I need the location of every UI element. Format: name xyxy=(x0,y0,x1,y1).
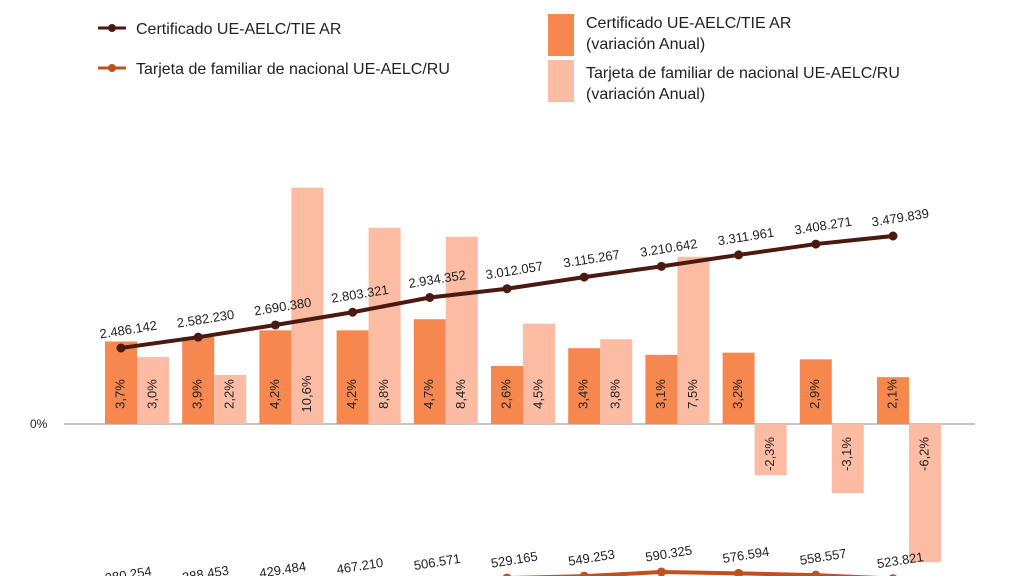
bar-certificado xyxy=(645,354,678,424)
plot-area: 0% 3,7% 3,9% 4,2% 4,2% 4,7% 2,6% 3,4% 3,1% 3,2% 2,… xyxy=(30,187,975,576)
bar-certificado-label: 2,9% xyxy=(807,379,822,409)
bar-tarjeta-label: 3,8% xyxy=(608,379,623,409)
line-tarjeta-point xyxy=(503,573,511,576)
bar-tarjeta xyxy=(445,236,478,424)
bar-tarjeta-label: 8,4% xyxy=(453,379,468,409)
bar-tarjeta xyxy=(754,424,787,476)
bar-certificado xyxy=(413,319,446,424)
legend-line-tarjeta-label: Tarjeta de familiar de nacional UE-AELC/… xyxy=(136,61,450,78)
line-certificado-value-label: 3.408.271 xyxy=(793,214,852,238)
line-certificado-point xyxy=(425,292,435,302)
bar-tarjeta xyxy=(831,424,864,494)
legend-bar-certificado-swatch xyxy=(548,14,574,56)
bar-tarjeta-label: -3,1% xyxy=(839,437,854,471)
line-certificado-value-label: 2.582.230 xyxy=(176,307,235,331)
line-certificado-point xyxy=(656,261,666,271)
line-certificado-point xyxy=(888,231,898,241)
line-certificado-point xyxy=(348,307,358,317)
line-tarjeta-value-label: 549.253 xyxy=(567,547,616,569)
line-tarjeta-value-label: 590.325 xyxy=(644,542,693,564)
line-tarjeta-point xyxy=(811,570,821,576)
line-tarjeta-value-label: 576.594 xyxy=(722,544,771,566)
line-tarjeta-point xyxy=(734,568,744,576)
line-certificado-point xyxy=(270,320,280,330)
line-certificado-value-label: 3.479.839 xyxy=(871,206,930,230)
bar-certificado-label: 3,7% xyxy=(112,379,127,409)
line-tarjeta-value-label: 380.254 xyxy=(104,563,153,576)
legend-bar-tarjeta-label-line1: Tarjeta de familiar de nacional UE-AELC/… xyxy=(586,65,900,82)
bar-tarjeta-label: 10,6% xyxy=(299,375,314,412)
bar-tarjeta xyxy=(677,256,710,424)
bar-tarjeta xyxy=(600,339,633,424)
bar-tarjeta-label: -6,2% xyxy=(916,437,931,471)
legend: Certificado UE-AELC/TIE AR Tarjeta de fa… xyxy=(98,14,900,103)
bar-tarjeta-label: 8,8% xyxy=(376,379,391,409)
line-tarjeta-value-label: 388.453 xyxy=(181,563,230,576)
bar-tarjeta-label: 3,0% xyxy=(144,379,159,409)
bar-certificado-label: 4,2% xyxy=(344,379,359,409)
line-tarjeta-value-label: 506.571 xyxy=(413,551,462,573)
legend-bar-tarjeta-swatch xyxy=(548,60,574,102)
line-certificado-point xyxy=(502,284,512,294)
bar-certificado xyxy=(336,330,369,424)
line-certificado-point xyxy=(193,332,203,342)
legend-bar-certificado-label-line2: (variación Anual) xyxy=(586,36,705,53)
bar-tarjeta xyxy=(137,357,169,424)
line-certificado-value-label: 3.012.057 xyxy=(485,258,544,282)
line-tarjeta-value-label: 558.557 xyxy=(799,546,848,568)
line-tarjeta-value-label: 529.165 xyxy=(490,549,539,571)
line-tarjeta-path xyxy=(510,569,880,576)
bar-certificado xyxy=(877,377,909,424)
bar-certificado-label: 4,2% xyxy=(267,379,282,409)
line-certificado-point xyxy=(579,272,589,282)
line-tarjeta-value-label: 523.821 xyxy=(876,549,925,571)
bar-tarjeta-label: 2,2% xyxy=(222,379,237,409)
line-certificado-value-label: 3.115.267 xyxy=(562,247,621,271)
line-tarjeta-point xyxy=(656,567,666,576)
legend-bar-certificado-label-line1: Certificado UE-AELC/TIE AR xyxy=(586,15,791,32)
line-certificado-value-label: 3.311.961 xyxy=(717,225,776,249)
bar-tarjeta xyxy=(214,374,247,424)
bar-certificado xyxy=(105,341,137,424)
line-certificado-value-label: 2.486.142 xyxy=(99,318,158,342)
legend-line-certificado-label: Certificado UE-AELC/TIE AR xyxy=(136,21,341,38)
bar-certificado xyxy=(259,330,292,424)
legend-line-certificado-marker xyxy=(108,24,116,32)
line-certificado-point xyxy=(116,343,126,353)
bar-tarjeta xyxy=(909,424,941,563)
bar-tarjeta-label: 7,5% xyxy=(685,379,700,409)
line-tarjeta-value-label: 429.484 xyxy=(258,559,307,576)
bar-certificado xyxy=(491,366,523,424)
bar-tarjeta-label: 4,5% xyxy=(530,379,545,409)
legend-bar-tarjeta-label-line2: (variación Anual) xyxy=(586,86,705,103)
bar-certificado xyxy=(568,348,601,424)
legend-line-tarjeta-marker xyxy=(108,64,116,72)
bar-certificado-label: 2,1% xyxy=(884,379,899,409)
line-tarjeta-point xyxy=(579,571,589,576)
line-certificado-value-label: 3.210.642 xyxy=(639,236,698,260)
line-certificado-point xyxy=(811,239,821,249)
bar-certificado-label: 3,2% xyxy=(730,379,745,409)
bar-certificado xyxy=(182,337,215,424)
bar-tarjeta xyxy=(291,187,324,424)
bar-certificado-label: 2,6% xyxy=(498,379,513,409)
line-certificado-point xyxy=(734,250,744,260)
bar-certificado xyxy=(722,352,755,424)
bar-certificado-label: 3,4% xyxy=(576,379,591,409)
bar-tarjeta-label: -2,3% xyxy=(762,437,777,471)
bar-certificado-label: 3,9% xyxy=(190,379,205,409)
zero-axis-label: 0% xyxy=(30,417,48,431)
line-tarjeta-value-label: 467.210 xyxy=(336,555,385,576)
bar-certificado-label: 3,1% xyxy=(653,379,668,409)
bar-certificado xyxy=(799,359,832,424)
bar-tarjeta xyxy=(368,227,401,424)
bar-tarjeta xyxy=(523,323,555,424)
bar-certificado-label: 4,7% xyxy=(421,379,436,409)
